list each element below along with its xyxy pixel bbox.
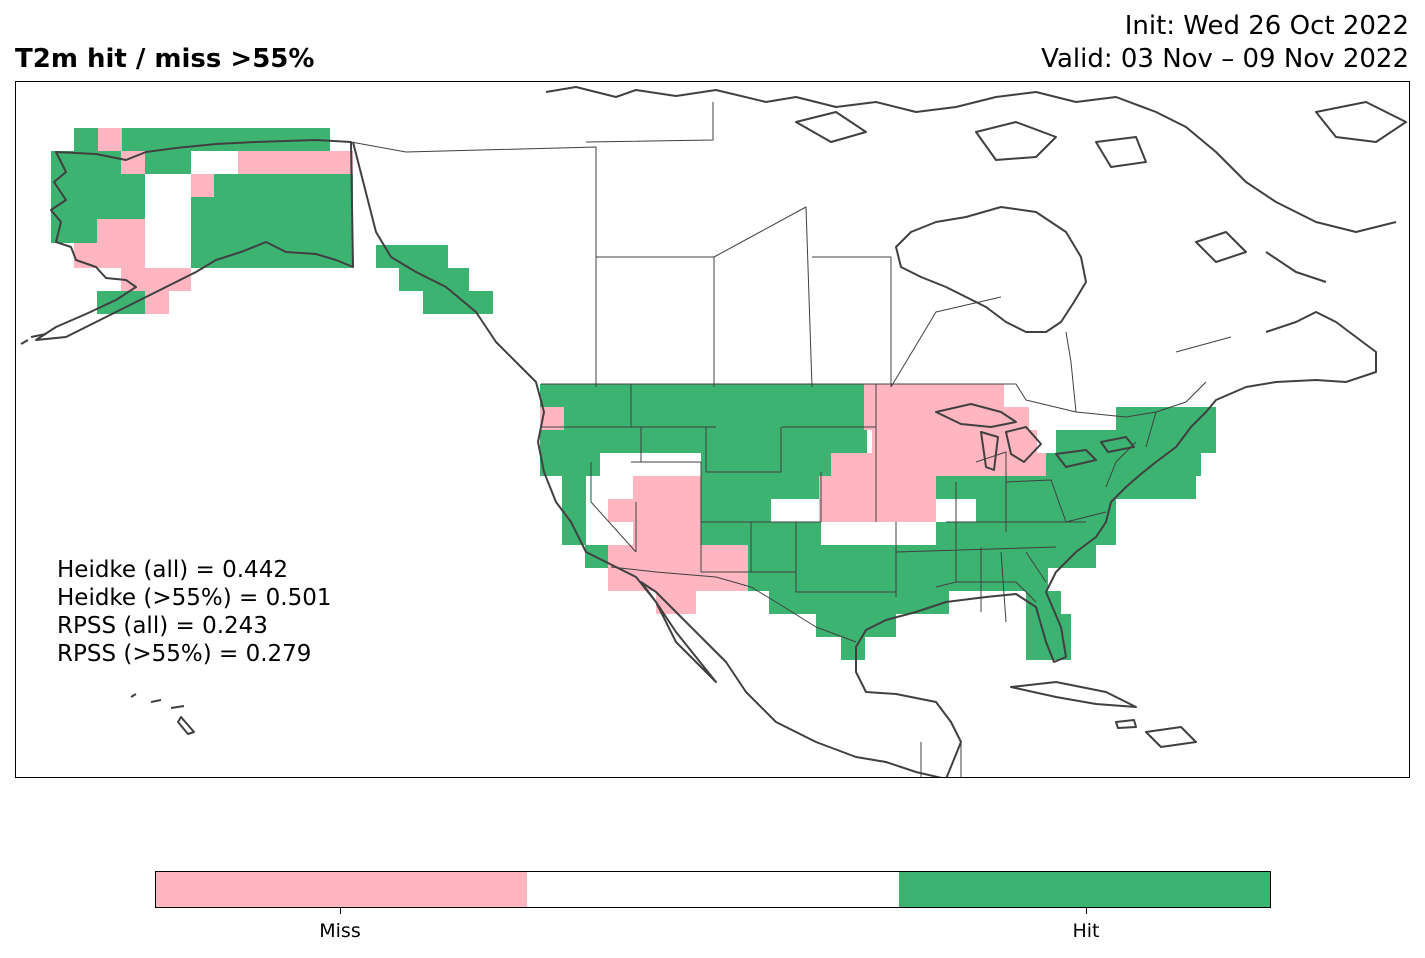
skill-scores: Heidke (all) = 0.442 Heidke (>55%) = 0.5… bbox=[57, 556, 331, 668]
hit-cell bbox=[786, 453, 831, 476]
miss-cell bbox=[633, 476, 701, 499]
miss-cell bbox=[97, 219, 145, 243]
heidke-all: Heidke (all) = 0.442 bbox=[57, 557, 288, 583]
miss-cell bbox=[608, 545, 748, 568]
coastline-alaska bbox=[35, 139, 354, 341]
colorbar-hit-segment bbox=[898, 872, 1270, 907]
miss-cell bbox=[74, 243, 145, 268]
hit-cell bbox=[564, 407, 867, 430]
hit-cell bbox=[540, 453, 600, 476]
hit-cell bbox=[976, 499, 1006, 522]
hit-cell bbox=[51, 151, 121, 174]
hit-cell bbox=[191, 219, 353, 243]
mexico-borders bbox=[610, 566, 962, 777]
colorbar-label-hit: Hit bbox=[1072, 920, 1100, 942]
hit-cell bbox=[701, 453, 786, 476]
hit-cell bbox=[51, 197, 145, 219]
hit-cell bbox=[816, 614, 896, 637]
miss-cell bbox=[540, 407, 564, 430]
miss-cell bbox=[819, 453, 1029, 476]
hit-cell bbox=[1056, 430, 1216, 453]
hit-cell bbox=[423, 291, 493, 314]
coastline-arctic bbox=[545, 86, 1397, 283]
coastline-gulf-atlantic bbox=[855, 311, 1377, 777]
miss-cell bbox=[238, 151, 353, 174]
miss-cell bbox=[121, 268, 191, 291]
coastline-pacific bbox=[352, 141, 942, 777]
hit-cell bbox=[51, 174, 145, 197]
miss-cell bbox=[656, 568, 748, 591]
hit-cell bbox=[1056, 522, 1096, 545]
rpss-all: RPSS (all) = 0.243 bbox=[57, 613, 268, 639]
miss-cell bbox=[608, 499, 701, 522]
colorbar-neutral-segment bbox=[527, 872, 899, 907]
hit-cell bbox=[1046, 453, 1201, 476]
coastline-aleutians bbox=[20, 333, 47, 345]
hit-cell bbox=[214, 174, 353, 197]
hit-cell bbox=[701, 499, 771, 522]
hit-cell bbox=[769, 591, 949, 614]
map-panel bbox=[15, 81, 1410, 778]
hit-cell bbox=[191, 197, 353, 219]
hit-cell bbox=[562, 522, 586, 545]
us-border bbox=[541, 381, 1207, 418]
coastline-hawaii bbox=[130, 693, 195, 735]
hit-cell bbox=[540, 430, 867, 453]
heidke-above-55: Heidke (>55%) = 0.501 bbox=[57, 585, 332, 611]
miss-cell bbox=[121, 151, 145, 174]
miss-cell bbox=[656, 591, 696, 614]
great-lakes bbox=[935, 403, 1135, 471]
hit-cell bbox=[74, 128, 98, 151]
hit-cell bbox=[191, 243, 353, 268]
coastline-caribbean bbox=[1010, 681, 1197, 748]
north-america-map bbox=[20, 86, 1407, 777]
hit-cell bbox=[748, 545, 898, 568]
state-borders bbox=[541, 384, 1157, 623]
hit-cell bbox=[122, 128, 330, 151]
colorbar bbox=[155, 871, 1271, 908]
hit-cell bbox=[1026, 614, 1071, 637]
hit-cell bbox=[1026, 591, 1061, 614]
hit-cell bbox=[399, 268, 469, 291]
colorbar-label-miss: Miss bbox=[319, 920, 361, 942]
hit-cell bbox=[562, 499, 586, 522]
valid-date-range: Valid: 03 Nov – 09 Nov 2022 bbox=[1041, 44, 1409, 74]
hit-cell bbox=[540, 384, 867, 407]
rpss-above-55: RPSS (>55%) = 0.279 bbox=[57, 641, 312, 667]
map-title: T2m hit / miss >55% bbox=[15, 44, 315, 74]
miss-cell bbox=[819, 499, 936, 522]
miss-cell bbox=[191, 174, 214, 197]
colorbar-miss-segment bbox=[156, 872, 528, 907]
miss-cell bbox=[633, 522, 701, 545]
miss-cell bbox=[98, 128, 122, 151]
miss-cell bbox=[864, 407, 1029, 430]
hit-cell bbox=[97, 291, 145, 314]
hit-cell bbox=[748, 568, 1048, 591]
hit-cell bbox=[376, 245, 448, 268]
hit-cell bbox=[701, 522, 821, 545]
coastline-arctic-islands bbox=[795, 101, 1407, 263]
miss-cell bbox=[145, 291, 169, 314]
hit-cell bbox=[1006, 476, 1146, 499]
init-date: Init: Wed 26 Oct 2022 bbox=[1124, 11, 1409, 41]
miss-cell bbox=[819, 476, 944, 499]
miss-cell bbox=[872, 430, 1037, 453]
hit-cell bbox=[145, 151, 191, 174]
hit-cell bbox=[936, 476, 1006, 499]
hit-cell bbox=[1006, 499, 1116, 522]
map-outlines bbox=[20, 86, 1407, 777]
grid-cells bbox=[51, 128, 1216, 660]
date-info: Init: Wed 26 Oct 2022 Valid: 03 Nov – 09… bbox=[1041, 10, 1409, 76]
colorbar-tick-miss bbox=[340, 908, 341, 914]
miss-cell bbox=[864, 384, 1004, 407]
coastline-hudson-bay bbox=[895, 206, 1087, 333]
province-borders bbox=[350, 102, 1232, 413]
hit-cell bbox=[562, 476, 586, 499]
hit-cell bbox=[1171, 407, 1216, 430]
colorbar-tick-hit bbox=[1086, 908, 1087, 914]
